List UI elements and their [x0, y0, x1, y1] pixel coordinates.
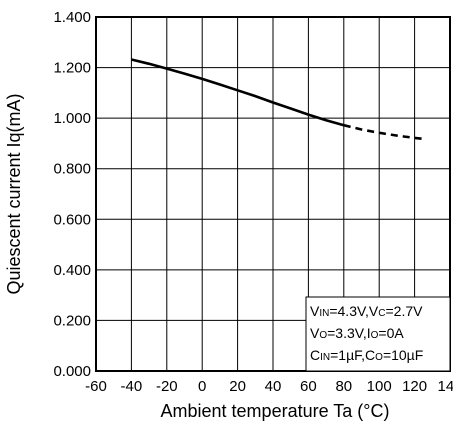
condition-text-part: =2.7V [386, 303, 424, 319]
x-tick-label: 60 [300, 378, 317, 395]
condition-line: VO=3.3V,IO=0A [310, 325, 404, 341]
condition-text-part: C [378, 308, 385, 319]
x-tick-label: -60 [85, 378, 107, 395]
x-tick-label: 120 [402, 378, 427, 395]
x-tick-label: -20 [156, 378, 178, 395]
condition-text-part: V [310, 303, 320, 319]
condition-text-part: =3.3V,I [327, 325, 370, 341]
data-series [131, 58, 424, 141]
condition-text-part: O [371, 330, 379, 341]
y-axis-title: Quiescent current Iq(mA) [4, 93, 24, 294]
x-tick-labels: -60 -40 -20 0 20 40 60 80 100 120 140 [85, 378, 453, 395]
condition-text-part: =0A [378, 325, 404, 341]
condition-text-part: =4.3V,V [329, 303, 379, 319]
y-tick-label: 1.400 [53, 9, 91, 26]
conditions-box-frame [305, 296, 451, 372]
y-tick-label: 1.200 [53, 60, 91, 77]
condition-text-part: =10µF [383, 347, 423, 363]
condition-text-part: O [319, 330, 327, 341]
y-tick-label: 0.600 [53, 211, 91, 228]
y-tick-labels: 0.000 0.200 0.400 0.600 0.800 1.000 1.200 1.400 [53, 9, 91, 380]
condition-text-part: IN [319, 308, 329, 319]
condition-text-part: =1µF,C [330, 347, 375, 363]
condition-text-part: IN [320, 352, 330, 363]
conditions-box: VIN=4.3V,VC=2.7VVO=3.3V,IO=0ACIN=1µF,CO=… [305, 296, 451, 372]
y-tick-label: 0.000 [53, 363, 91, 380]
y-tick-label: 1.000 [53, 110, 91, 127]
condition-text-part: C [310, 347, 320, 363]
condition-text-part: O [375, 352, 383, 363]
x-tick-label: -40 [121, 378, 143, 395]
x-tick-label: 140 [437, 378, 453, 395]
plot-frame [95, 16, 451, 372]
condition-line: CIN=1µF,CO=10µF [310, 347, 423, 363]
x-tick-label: 80 [335, 378, 352, 395]
solid-curve [131, 58, 345, 127]
y-tick-label: 0.400 [53, 262, 91, 279]
y-tick-label: 0.800 [53, 161, 91, 178]
x-tick-label: 100 [367, 378, 392, 395]
x-axis-title: Ambient temperature Ta (°C) [161, 401, 390, 421]
dashed-curve [343, 123, 424, 141]
condition-text-part: V [310, 325, 320, 341]
x-tick-label: 0 [198, 378, 206, 395]
x-tick-label: 40 [265, 378, 282, 395]
y-tick-label: 0.200 [53, 312, 91, 329]
x-tick-label: 20 [229, 378, 246, 395]
condition-line: VIN=4.3V,VC=2.7V [310, 303, 423, 319]
